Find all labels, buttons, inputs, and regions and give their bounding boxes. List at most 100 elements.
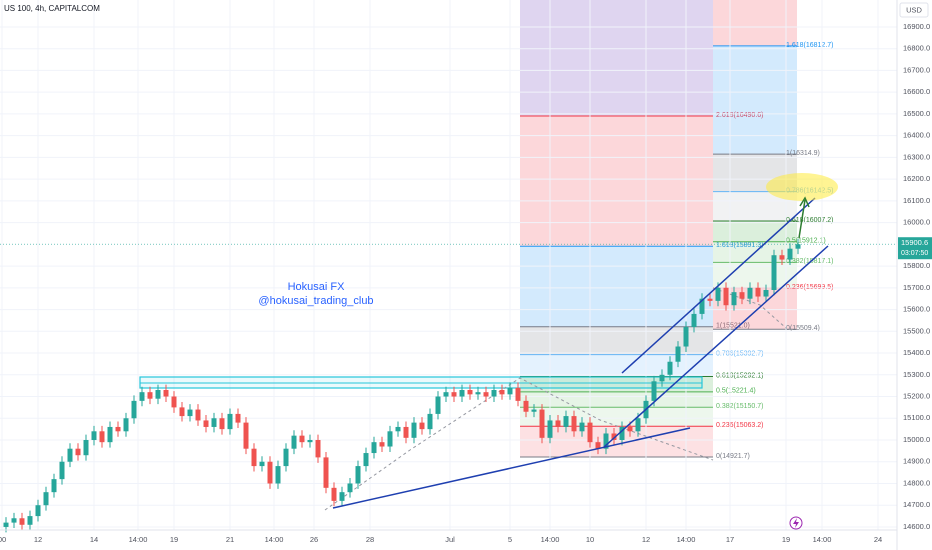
fib-label: 0.382(15150.7) — [716, 403, 763, 410]
y-tick-label: 14800.0 — [903, 478, 930, 487]
candle-body — [163, 390, 169, 397]
x-tick-label: 12 — [34, 535, 42, 544]
projection-line — [712, 287, 787, 329]
candle-body — [99, 431, 105, 443]
y-tick-label: 15500.0 — [903, 326, 930, 335]
candle-body — [419, 422, 425, 430]
y-tick-label: 15600.0 — [903, 305, 930, 314]
candle-body — [211, 418, 217, 427]
x-tick-label: 19 — [170, 535, 178, 544]
candle-body — [107, 426, 113, 443]
channel-lower — [603, 245, 829, 448]
candle-body — [227, 413, 233, 430]
candle-body — [275, 466, 281, 484]
fib-zone — [713, 221, 797, 242]
candle-body — [331, 487, 337, 501]
target-highlight — [766, 173, 838, 201]
candle-body — [539, 409, 545, 438]
candle-body — [267, 461, 273, 484]
candle-body — [427, 413, 433, 430]
fib-zone — [713, 262, 797, 288]
y-tick-label: 16000.0 — [903, 218, 930, 227]
candle-body — [123, 418, 129, 432]
y-tick-label: 15300.0 — [903, 370, 930, 379]
candle-body — [203, 420, 209, 427]
watermark-handle: @hokusai_trading_club — [258, 295, 373, 307]
x-tick-label: 5 — [508, 535, 512, 544]
x-tick-label: 14:00 — [541, 535, 560, 544]
candle-body — [171, 396, 177, 408]
candle-body — [467, 390, 473, 395]
candle-body — [715, 287, 721, 301]
candle-body — [155, 390, 161, 399]
fib-zone — [713, 45, 797, 155]
candle-body — [435, 396, 441, 414]
x-tick-label: 26 — [310, 535, 318, 544]
y-tick-label: 16800.0 — [903, 44, 930, 53]
candle-body — [451, 392, 457, 397]
y-tick-label: 15800.0 — [903, 261, 930, 270]
candle-body — [795, 244, 801, 249]
candle-body — [683, 326, 689, 347]
candle-body — [27, 516, 33, 525]
fib-label: 1(16314.9) — [786, 150, 820, 157]
fib-label: 0.236(15699.5) — [786, 284, 833, 291]
candle-body — [563, 416, 569, 427]
x-tick-label: 12 — [642, 535, 650, 544]
y-tick-label: 14600.0 — [903, 522, 930, 531]
last-price-tag — [898, 237, 932, 260]
candle-body — [491, 390, 497, 397]
y-tick-label: 15700.0 — [903, 283, 930, 292]
fib-zone — [520, 115, 713, 247]
candle-body — [443, 392, 449, 397]
candle-body — [243, 422, 249, 449]
x-tick-label: 14:00 — [677, 535, 696, 544]
candle-body — [339, 492, 345, 501]
candle-body — [187, 409, 193, 417]
y-tick-label: 15100.0 — [903, 413, 930, 422]
arrow-head — [799, 196, 810, 208]
chart-title: US 100, 4h, CAPITALCOM — [4, 4, 100, 13]
fib-zone — [520, 0, 713, 116]
candle-body — [691, 313, 697, 327]
candle-body — [659, 374, 665, 382]
candle-body — [523, 400, 529, 412]
candle-body — [779, 255, 785, 260]
candle-body — [131, 400, 137, 419]
candle-body — [35, 505, 41, 517]
x-tick-label: 19 — [782, 535, 790, 544]
candle-body — [363, 453, 369, 467]
candle-body — [219, 418, 225, 430]
candle-body — [531, 409, 537, 412]
candle-body — [179, 407, 185, 417]
x-tick-label: 00 — [0, 535, 6, 544]
candle-body — [259, 461, 265, 467]
candle-body — [499, 390, 505, 395]
x-tick-label: 28 — [366, 535, 374, 544]
candle-body — [707, 298, 713, 301]
fib-label: 1.618(16812.7) — [786, 42, 833, 49]
channel-upper — [621, 197, 816, 374]
fib-zone — [520, 246, 713, 327]
candle-body — [579, 422, 585, 432]
candle-body — [627, 426, 633, 432]
y-tick-label: 16200.0 — [903, 174, 930, 183]
candle-body — [555, 420, 561, 427]
x-tick-label: 14:00 — [129, 535, 148, 544]
x-tick-label: 14 — [90, 535, 98, 544]
x-tick-label: 24 — [874, 535, 882, 544]
candle-body — [675, 346, 681, 362]
y-tick-label: 14900.0 — [903, 457, 930, 466]
y-tick-label: 14700.0 — [903, 500, 930, 509]
fib-label: 0(14921.7) — [716, 453, 750, 460]
candle-body — [323, 457, 329, 488]
candle-body — [787, 248, 793, 260]
x-tick-label: 14:00 — [265, 535, 284, 544]
candle-body — [587, 422, 593, 443]
projection-line — [324, 377, 714, 511]
fib-label: 0.5(15912.1) — [786, 238, 826, 245]
candle-body — [667, 361, 673, 375]
y-tick-label: 16300.0 — [903, 152, 930, 161]
grid-layer — [0, 0, 897, 530]
candle-body — [747, 287, 753, 299]
